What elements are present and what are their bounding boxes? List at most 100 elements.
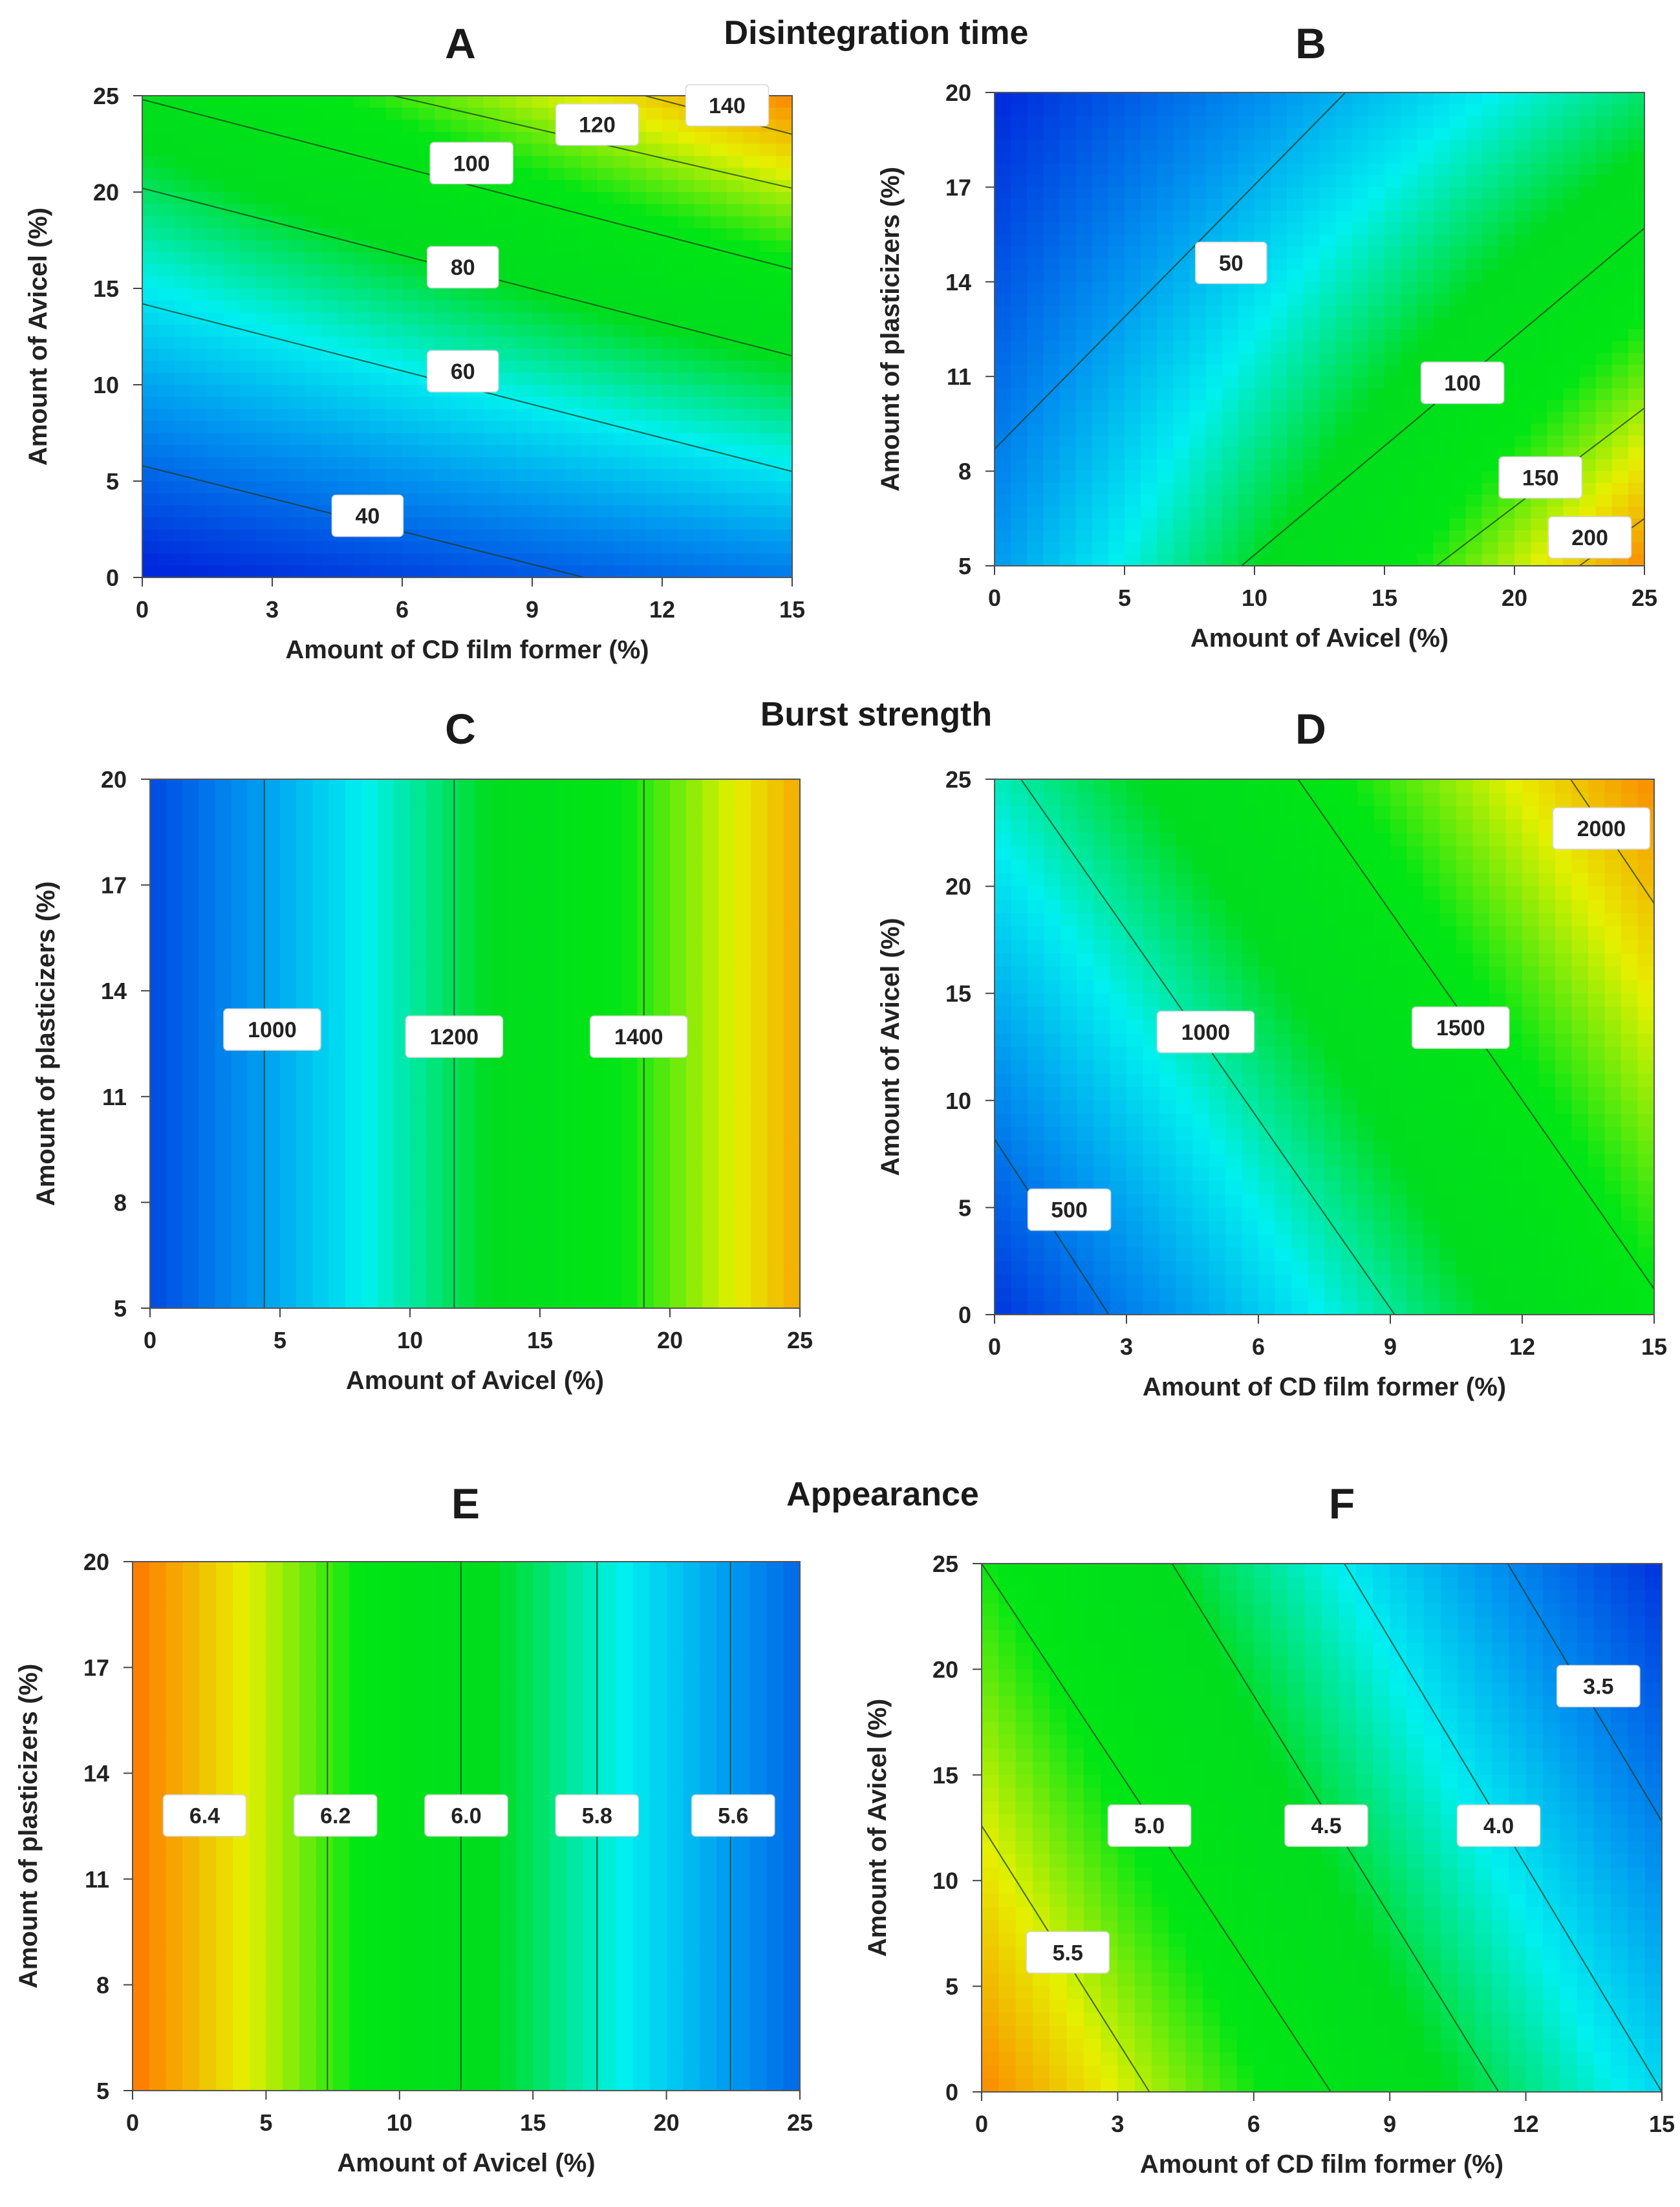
surface-cell xyxy=(305,96,322,109)
surface-cell xyxy=(345,938,362,952)
surface-cell xyxy=(1222,175,1239,188)
surface-cell xyxy=(540,938,557,952)
surface-cell xyxy=(1319,542,1337,555)
surface-cell xyxy=(523,1255,541,1269)
surface-cell xyxy=(718,898,736,912)
surface-cell xyxy=(1059,258,1077,271)
surface-cell xyxy=(1433,175,1450,188)
surface-cell xyxy=(321,216,338,229)
surface-cell xyxy=(207,324,224,338)
y-tick-label: 5 xyxy=(114,1295,127,1322)
surface-cell xyxy=(751,1083,768,1097)
surface-cell xyxy=(702,872,720,886)
surface-cell xyxy=(695,420,712,434)
surface-cell xyxy=(670,1229,687,1243)
surface-cell xyxy=(369,131,387,145)
surface-cell xyxy=(1498,187,1515,200)
surface-cell xyxy=(645,107,663,121)
surface-cell xyxy=(345,1044,362,1058)
surface-cell xyxy=(621,1057,638,1071)
surface-cell xyxy=(451,457,468,470)
surface-cell xyxy=(263,858,281,872)
surface-cell xyxy=(369,469,387,482)
surface-cell xyxy=(572,1176,590,1190)
surface-cell xyxy=(263,1282,281,1296)
surface-cell xyxy=(1384,482,1401,495)
surface-cell xyxy=(418,396,436,410)
surface-cell xyxy=(1141,163,1158,176)
surface-cell xyxy=(1481,317,1499,330)
surface-cell xyxy=(410,1189,427,1203)
surface-cell xyxy=(158,469,176,482)
surface-cell xyxy=(483,469,501,482)
surface-cell xyxy=(995,859,1012,874)
surface-cell xyxy=(467,312,484,325)
surface-cell xyxy=(637,1202,654,1216)
surface-cell xyxy=(312,991,330,1005)
surface-cell xyxy=(653,924,671,939)
surface-cell xyxy=(247,1149,264,1163)
surface-cell xyxy=(223,107,241,121)
surface-cell xyxy=(1579,400,1597,413)
surface-cell xyxy=(1059,554,1077,566)
surface-cell xyxy=(475,885,492,899)
surface-cell xyxy=(1417,329,1434,342)
surface-cell xyxy=(182,1242,200,1256)
surface-cell xyxy=(369,156,387,169)
surface-cell xyxy=(523,938,541,952)
surface-cell xyxy=(775,433,793,446)
surface-cell xyxy=(1433,211,1450,224)
surface-cell xyxy=(1108,542,1125,555)
surface-cell xyxy=(995,140,1011,153)
surface-cell xyxy=(182,792,200,806)
surface-cell xyxy=(581,180,598,193)
surface-cell xyxy=(321,312,338,325)
surface-cell xyxy=(1433,482,1450,495)
surface-cell xyxy=(653,792,671,806)
surface-cell xyxy=(1011,211,1028,224)
surface-cell xyxy=(1125,495,1141,508)
surface-cell xyxy=(1579,127,1597,140)
surface-cell xyxy=(199,898,216,912)
surface-cell xyxy=(1189,151,1207,164)
surface-cell xyxy=(467,553,484,566)
surface-cell xyxy=(1352,175,1369,188)
surface-cell xyxy=(751,1057,768,1071)
surface-cell xyxy=(402,385,419,398)
surface-cell xyxy=(166,1176,184,1190)
surface-cell xyxy=(572,1215,590,1230)
surface-cell xyxy=(491,1136,508,1150)
surface-cell xyxy=(653,1229,671,1243)
surface-cell xyxy=(637,991,654,1005)
surface-cell xyxy=(1628,435,1645,448)
surface-cell xyxy=(1222,341,1239,354)
surface-cell xyxy=(361,964,378,978)
surface-cell xyxy=(1287,424,1304,436)
surface-cell xyxy=(1075,127,1093,140)
surface-cell xyxy=(1384,447,1401,460)
surface-cell xyxy=(572,1110,590,1124)
surface-cell xyxy=(995,364,1011,377)
surface-cell xyxy=(718,1017,736,1031)
surface-cell xyxy=(1238,352,1255,365)
surface-cell xyxy=(1238,459,1255,472)
surface-cell xyxy=(467,192,484,205)
surface-cell xyxy=(515,433,533,446)
surface-cell xyxy=(369,252,387,265)
surface-cell xyxy=(695,360,712,374)
surface-cell xyxy=(255,228,273,241)
surface-cell xyxy=(158,529,176,542)
surface-cell xyxy=(1449,246,1467,259)
surface-cell xyxy=(1465,554,1483,566)
surface-cell xyxy=(475,1189,492,1203)
surface-cell xyxy=(491,845,508,859)
surface-cell xyxy=(1352,258,1369,271)
surface-cell xyxy=(458,1004,476,1018)
surface-cell xyxy=(166,1295,184,1309)
surface-cell xyxy=(288,144,306,156)
surface-cell xyxy=(377,1044,394,1058)
surface-cell xyxy=(1011,352,1028,365)
surface-cell xyxy=(442,938,460,952)
contour-label-text: 80 xyxy=(451,255,475,280)
surface-cell xyxy=(1303,471,1320,484)
